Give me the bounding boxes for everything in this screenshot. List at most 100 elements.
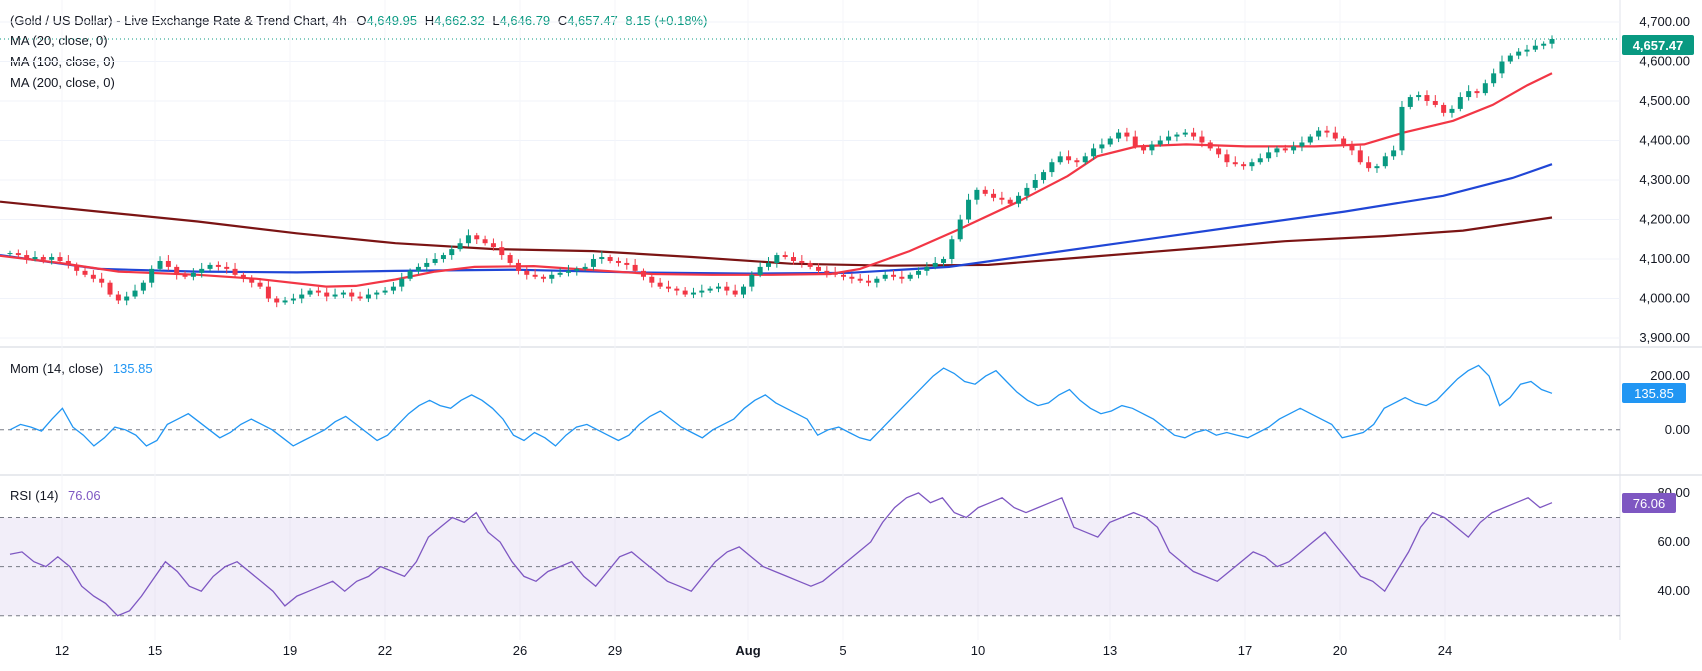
candle-body — [574, 268, 580, 271]
candle-body — [632, 264, 638, 271]
candle-body — [224, 266, 230, 269]
time-axis-label: 13 — [1103, 643, 1117, 658]
candle-body — [649, 276, 655, 283]
candle-body — [1549, 38, 1555, 44]
time-axis-label: Aug — [735, 643, 760, 658]
candle-body — [7, 253, 13, 255]
candle-body — [1274, 148, 1280, 153]
candle-body — [1057, 156, 1063, 163]
candle-body — [682, 290, 688, 295]
low-label: L — [492, 13, 500, 28]
candle-body — [265, 286, 271, 299]
candle-body — [1366, 162, 1372, 169]
candle-body — [257, 282, 263, 287]
change-value: 8.15 (+0.18%) — [625, 13, 708, 28]
candle-body — [657, 282, 663, 287]
candle-body — [332, 294, 338, 297]
candle-body — [1316, 130, 1322, 137]
candle-body — [424, 262, 430, 267]
candle-body — [1516, 51, 1522, 56]
candle-body — [1066, 156, 1072, 161]
time-axis-label: 17 — [1238, 643, 1252, 658]
candle-body — [82, 270, 88, 275]
price-axis-label: 4,600.00 — [1639, 54, 1690, 69]
candle-body — [899, 276, 905, 279]
candle-body — [124, 296, 130, 301]
candle-body — [640, 270, 646, 277]
candle-body — [882, 274, 888, 279]
candle-body — [1124, 132, 1130, 137]
rsi-label: RSI (14) — [10, 488, 59, 503]
time-axis-label: 10 — [971, 643, 985, 658]
candle-body — [774, 255, 780, 263]
candle-body — [1082, 156, 1088, 163]
candle-body — [65, 260, 71, 265]
candle-body — [974, 189, 980, 200]
mom-axis-label: 0.00 — [1665, 422, 1690, 437]
candle-body — [32, 257, 38, 259]
price-axis-label: 4,400.00 — [1639, 133, 1690, 148]
candle-body — [165, 260, 171, 267]
candle-body — [1299, 142, 1305, 147]
candle-body — [724, 286, 730, 291]
open-label: O — [356, 13, 367, 28]
ma100-line[interactable] — [0, 163, 1553, 275]
rsi-pane[interactable] — [9, 492, 1553, 617]
candle-body — [907, 274, 913, 279]
candle-body — [49, 257, 55, 260]
candle-body — [157, 260, 163, 269]
candle-body — [315, 290, 321, 293]
candle-body — [590, 259, 596, 267]
rsi-value: 76.06 — [68, 488, 101, 503]
ma200-path — [0, 200, 1553, 267]
candle-body — [307, 290, 313, 295]
axes: 4,700.00 4,600.00 4,500.00 4,400.00 4,300.00… — [55, 14, 1690, 658]
candle-body — [540, 276, 546, 279]
candle-body — [740, 286, 746, 295]
ma20-legend[interactable]: MA (20, close, 0) — [10, 33, 108, 48]
candle-body — [415, 266, 421, 271]
time-axis-label: 20 — [1333, 643, 1347, 658]
candles[interactable] — [7, 35, 1555, 308]
candle-body — [407, 270, 413, 279]
candle-body — [1449, 108, 1455, 113]
time-axis-label: 15 — [148, 643, 162, 658]
candle-body — [499, 247, 505, 256]
open-value: 4,649.95 — [366, 13, 418, 28]
high-label: H — [424, 13, 435, 28]
candle-body — [966, 199, 972, 220]
candle-body — [282, 300, 288, 303]
mom-label: Mom (14, close) — [10, 361, 104, 376]
candle-body — [824, 270, 830, 273]
candle-body — [932, 262, 938, 267]
candle-body — [674, 288, 680, 291]
candle-body — [1332, 132, 1338, 139]
candle-body — [1249, 162, 1255, 167]
ma200-line[interactable] — [0, 200, 1553, 267]
candle-body — [1116, 132, 1122, 139]
ma20-line[interactable] — [0, 72, 1553, 288]
candle-body — [624, 262, 630, 265]
candle-body — [324, 292, 330, 297]
candle-body — [749, 274, 755, 287]
price-axis-label: 4,200.00 — [1639, 212, 1690, 227]
mom-value: 135.85 — [112, 361, 153, 376]
mom-pane[interactable] — [9, 364, 1553, 447]
candle-body — [1441, 104, 1447, 113]
rsi-legend[interactable]: RSI (14) 76.06 — [10, 487, 101, 504]
candle-body — [1357, 150, 1363, 163]
candle-body — [190, 272, 196, 277]
candle-body — [1241, 164, 1247, 167]
mom-legend[interactable]: Mom (14, close) 135.85 — [10, 360, 153, 377]
candle-body — [382, 290, 388, 293]
candle-body — [857, 278, 863, 281]
candle-body — [565, 270, 571, 273]
price-axis-label: 4,100.00 — [1639, 251, 1690, 266]
candle-body — [924, 266, 930, 271]
candle-body — [532, 274, 538, 277]
ma20-path — [0, 72, 1553, 288]
close-label: C — [557, 13, 568, 28]
candle-body — [1224, 154, 1230, 163]
